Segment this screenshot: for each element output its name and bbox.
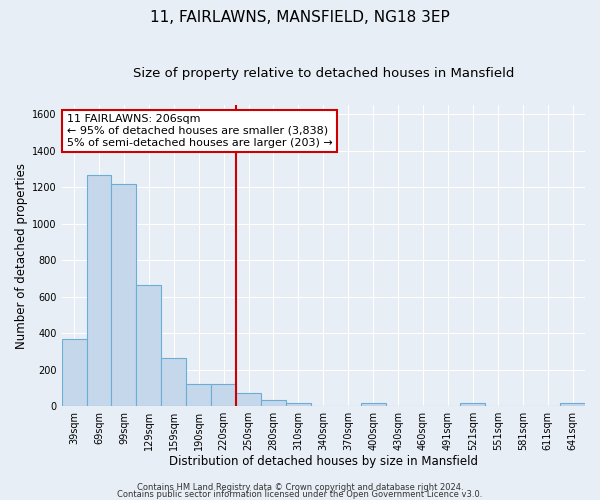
Bar bbox=[186, 384, 211, 406]
Y-axis label: Number of detached properties: Number of detached properties bbox=[15, 162, 28, 348]
Bar bbox=[361, 404, 386, 406]
Bar bbox=[460, 404, 485, 406]
Bar bbox=[261, 400, 286, 406]
Text: 11, FAIRLAWNS, MANSFIELD, NG18 3EP: 11, FAIRLAWNS, MANSFIELD, NG18 3EP bbox=[150, 10, 450, 25]
Bar bbox=[560, 404, 585, 406]
Text: Contains public sector information licensed under the Open Government Licence v3: Contains public sector information licen… bbox=[118, 490, 482, 499]
Bar bbox=[86, 174, 112, 406]
Bar bbox=[161, 358, 186, 406]
Bar bbox=[62, 338, 86, 406]
Text: 11 FAIRLAWNS: 206sqm
← 95% of detached houses are smaller (3,838)
5% of semi-det: 11 FAIRLAWNS: 206sqm ← 95% of detached h… bbox=[67, 114, 332, 148]
Bar bbox=[236, 394, 261, 406]
X-axis label: Distribution of detached houses by size in Mansfield: Distribution of detached houses by size … bbox=[169, 454, 478, 468]
Bar bbox=[286, 404, 311, 406]
Bar bbox=[136, 285, 161, 406]
Bar bbox=[211, 384, 236, 406]
Text: Contains HM Land Registry data © Crown copyright and database right 2024.: Contains HM Land Registry data © Crown c… bbox=[137, 484, 463, 492]
Title: Size of property relative to detached houses in Mansfield: Size of property relative to detached ho… bbox=[133, 68, 514, 80]
Bar bbox=[112, 184, 136, 406]
